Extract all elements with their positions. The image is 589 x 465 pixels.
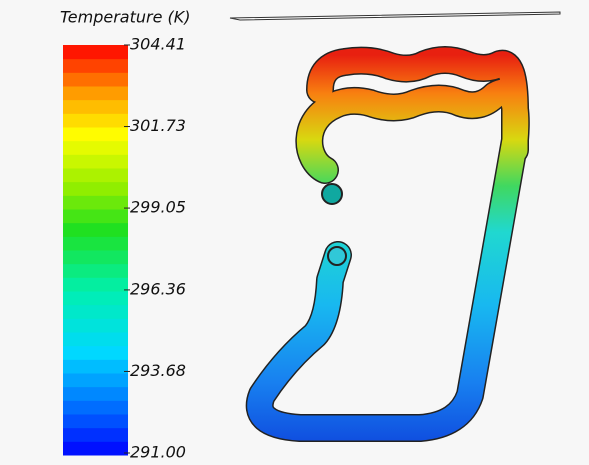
color-band xyxy=(63,291,128,305)
color-band xyxy=(63,141,128,155)
color-band xyxy=(63,195,128,209)
color-band xyxy=(63,45,128,59)
color-band xyxy=(63,236,128,250)
color-band xyxy=(63,72,128,86)
color-band xyxy=(63,86,128,100)
color-band xyxy=(63,441,128,455)
color-band xyxy=(63,359,128,373)
tick-label: 296.36 xyxy=(130,279,186,298)
color-band xyxy=(63,318,128,332)
color-band xyxy=(63,100,128,114)
color-band xyxy=(63,209,128,223)
color-band xyxy=(63,250,128,264)
color-band xyxy=(63,387,128,401)
color-band xyxy=(63,414,128,428)
color-band xyxy=(63,223,128,237)
color-band xyxy=(63,59,128,73)
color-band xyxy=(63,154,128,168)
pipe-outlet xyxy=(322,184,342,204)
legend-title: Temperature (K) xyxy=(60,8,191,27)
color-band xyxy=(63,127,128,141)
color-band xyxy=(63,400,128,414)
color-band xyxy=(63,264,128,278)
color-band xyxy=(63,277,128,291)
tick-label: 304.41 xyxy=(130,35,186,54)
tick-label: 301.73 xyxy=(130,116,186,135)
color-band xyxy=(63,332,128,346)
tick-label: 293.68 xyxy=(130,361,186,380)
colorbar xyxy=(63,45,128,456)
color-band xyxy=(63,428,128,442)
pipe-inlet xyxy=(328,247,346,265)
tick-label: 291.00 xyxy=(130,443,186,462)
color-band xyxy=(63,373,128,387)
color-band xyxy=(63,168,128,182)
color-band xyxy=(63,113,128,127)
color-band xyxy=(63,346,128,360)
tick-label: 299.05 xyxy=(130,198,186,217)
color-band xyxy=(63,182,128,196)
viewport: Temperature (K) 304.41 301.73 299.05 296.36… xyxy=(0,0,589,465)
color-band xyxy=(63,305,128,319)
